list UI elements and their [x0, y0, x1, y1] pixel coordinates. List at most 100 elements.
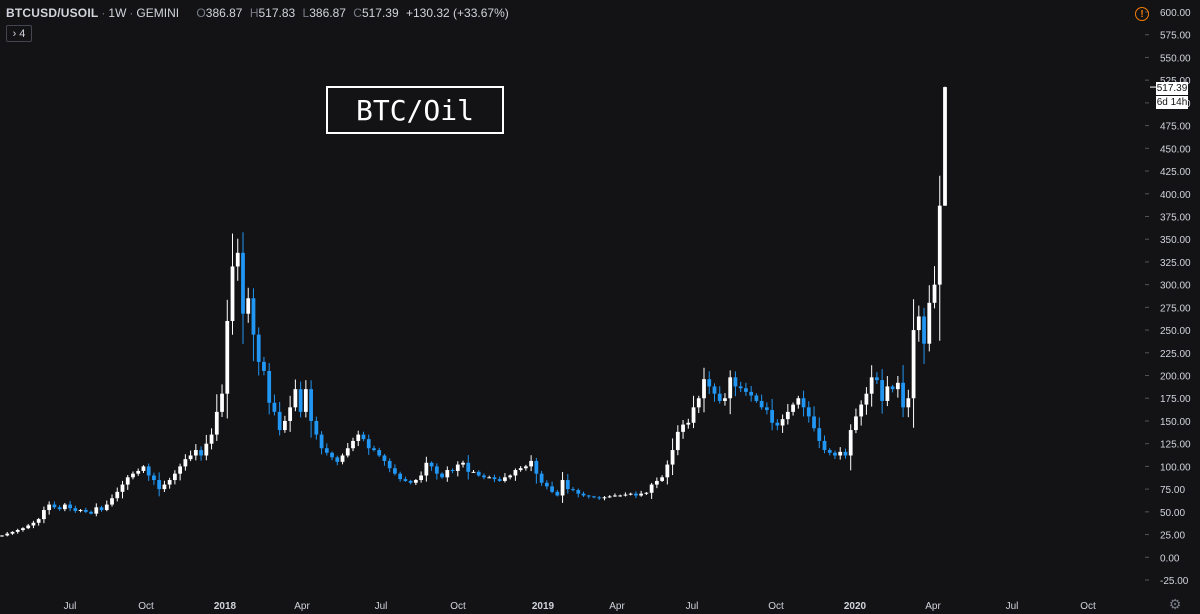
candle-body: [654, 480, 659, 485]
candle-body: [812, 416, 816, 429]
symbol-name[interactable]: BTCUSD/USOIL: [6, 6, 99, 20]
x-tick-label: Jul: [1006, 601, 1019, 612]
candle-body: [110, 498, 114, 505]
close-value: 517.39: [361, 6, 399, 20]
open-value: 386.87: [205, 6, 243, 20]
candle-body: [618, 495, 623, 497]
candle-body: [199, 450, 203, 456]
candle-body: [172, 473, 177, 481]
interval-label[interactable]: 1W: [108, 6, 127, 20]
candle-body: [607, 496, 612, 498]
candle-body: [152, 475, 156, 481]
candle-body: [597, 497, 602, 499]
candle-body: [15, 530, 20, 532]
candle-body: [356, 434, 361, 441]
candle-body: [52, 504, 57, 508]
candle-body: [686, 422, 691, 425]
open-key: O: [196, 6, 206, 20]
candle-body: [513, 470, 518, 476]
x-tick-label: Jul: [375, 601, 388, 612]
candle-body: [759, 400, 764, 408]
y-tick-label: 50.00: [1160, 508, 1185, 519]
y-tick-label: 175.00: [1160, 394, 1191, 405]
candle-body: [859, 404, 864, 417]
candle-body: [125, 477, 130, 485]
candle-body: [36, 519, 41, 523]
exclamation-icon[interactable]: !: [1135, 7, 1149, 21]
y-tick-label: 300.00: [1160, 281, 1191, 292]
candle-body: [806, 407, 811, 417]
candle-body: [94, 507, 99, 514]
candle-body: [770, 410, 775, 423]
candle-body: [345, 448, 350, 456]
x-tick-label: Oct: [138, 601, 154, 612]
candle-body: [869, 377, 874, 394]
candle-body: [366, 439, 371, 449]
candle-body: [372, 448, 376, 451]
candle-body: [230, 266, 235, 321]
candle-body: [623, 494, 628, 496]
candle-body: [932, 284, 937, 303]
candle-body: [31, 522, 36, 526]
candle-body: [895, 382, 900, 390]
candle-body: [560, 480, 565, 496]
candle-body: [927, 302, 932, 344]
candle-body: [78, 510, 83, 512]
candle-body: [21, 528, 25, 531]
candle-body: [681, 424, 685, 432]
candle-body: [47, 504, 52, 511]
candle-body: [183, 459, 188, 467]
low-key: L: [302, 6, 310, 20]
candle-body: [544, 482, 549, 487]
candle-body: [749, 391, 754, 396]
candle-body: [707, 379, 712, 387]
exchange-label: GEMINI: [136, 6, 180, 20]
candle-body: [330, 452, 334, 458]
candle-body: [791, 404, 795, 412]
candle-body: [644, 492, 649, 494]
candle-body: [450, 470, 455, 472]
candle-body: [455, 464, 460, 471]
candle-body: [817, 428, 822, 441]
y-tick-label: 475.00: [1160, 122, 1191, 133]
candle-body: [576, 490, 581, 494]
y-tick-label: 425.00: [1160, 167, 1191, 178]
candle-body: [403, 479, 408, 481]
chevron-right-icon: ›: [12, 27, 17, 40]
candle-body: [283, 420, 287, 431]
candle-body: [204, 443, 209, 456]
candle-body: [419, 475, 423, 481]
candle-body: [775, 422, 780, 426]
candle-body: [733, 377, 738, 387]
candle-body: [99, 507, 104, 511]
candle-body: [529, 460, 534, 467]
candle-body: [445, 470, 450, 478]
gear-icon[interactable]: ⚙: [1168, 596, 1182, 612]
candle-body: [387, 460, 392, 469]
close-key: C: [353, 6, 362, 20]
candle-body: [550, 486, 554, 492]
candle-body: [539, 473, 544, 483]
indicators-toggle-button[interactable]: › 4: [6, 25, 32, 42]
candle-body: [5, 533, 10, 536]
candle-body: [214, 411, 219, 435]
y-tick-label: -25.00: [1160, 576, 1189, 587]
candle-body: [83, 510, 88, 512]
candle-body: [277, 411, 282, 431]
candle-body: [167, 480, 172, 485]
chart-annotation-text[interactable]: BTC/Oil: [326, 86, 504, 134]
y-tick-label: 400.00: [1160, 190, 1191, 201]
candle-body: [340, 455, 345, 462]
y-tick-label: 350.00: [1160, 235, 1191, 246]
candle-body: [471, 471, 476, 473]
candle-body: [162, 484, 167, 490]
candle-body: [890, 386, 895, 390]
candle-body: [131, 473, 135, 478]
change-value: +130.32 (+33.67%): [405, 6, 509, 20]
candle-body: [377, 450, 382, 456]
candle-body: [937, 205, 942, 285]
candle-body: [89, 511, 93, 514]
candle-body: [141, 466, 146, 471]
candle-body: [503, 477, 507, 481]
